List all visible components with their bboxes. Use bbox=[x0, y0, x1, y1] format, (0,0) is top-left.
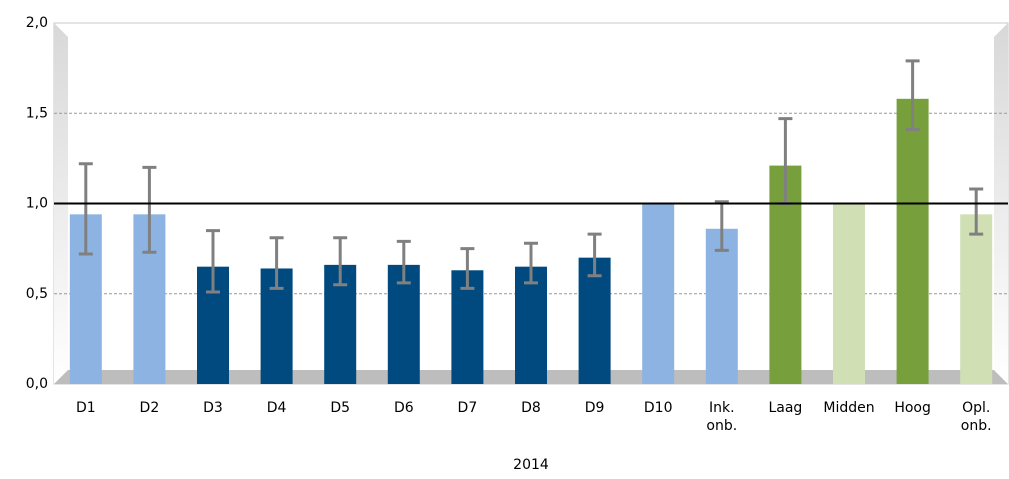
y-tick-label: 1,0 bbox=[26, 196, 48, 212]
x-tick-label: Midden bbox=[823, 400, 874, 416]
error-bar bbox=[269, 236, 284, 290]
y-tick-label: 1,5 bbox=[26, 105, 48, 121]
x-tick-label: D8 bbox=[521, 400, 541, 416]
error-bar bbox=[714, 200, 729, 252]
x-tick-label: Opl. onb. bbox=[961, 400, 992, 434]
x-tick-label: D10 bbox=[644, 400, 673, 416]
error-bar bbox=[142, 165, 157, 254]
error-bar bbox=[524, 241, 538, 285]
y-tick-label: 0,5 bbox=[26, 286, 48, 302]
error-bar bbox=[206, 229, 220, 294]
bar bbox=[705, 228, 738, 384]
x-tick-label: D2 bbox=[140, 400, 160, 416]
y-tick-label: 2,0 bbox=[26, 15, 48, 31]
x-tick-label: D7 bbox=[458, 400, 478, 416]
bar bbox=[515, 266, 547, 384]
error-bar bbox=[587, 232, 602, 278]
y-tick-label: 0,0 bbox=[26, 376, 48, 392]
bar bbox=[642, 203, 675, 384]
bar bbox=[387, 264, 420, 384]
x-tick-label: D6 bbox=[394, 400, 414, 416]
x-axis-label: 2014 bbox=[513, 457, 549, 473]
x-tick-label: Ink. onb. bbox=[706, 400, 737, 434]
x-tick-label: Laag bbox=[768, 400, 802, 416]
x-tick-label: D5 bbox=[330, 400, 350, 416]
x-tick-label: D4 bbox=[267, 400, 287, 416]
x-tick-label: D1 bbox=[76, 400, 96, 416]
bar bbox=[833, 203, 865, 384]
bar bbox=[960, 214, 993, 384]
error-bar bbox=[460, 247, 475, 290]
error-bar bbox=[905, 59, 920, 131]
x-tick-label: Hoog bbox=[894, 400, 931, 416]
error-bar bbox=[333, 236, 348, 287]
bar bbox=[896, 98, 929, 384]
x-tick-label: D9 bbox=[585, 400, 605, 416]
bar bbox=[578, 257, 611, 384]
error-bar bbox=[78, 162, 93, 256]
error-bar bbox=[396, 239, 411, 285]
error-bar bbox=[969, 187, 984, 236]
x-tick-label: D3 bbox=[203, 400, 223, 416]
